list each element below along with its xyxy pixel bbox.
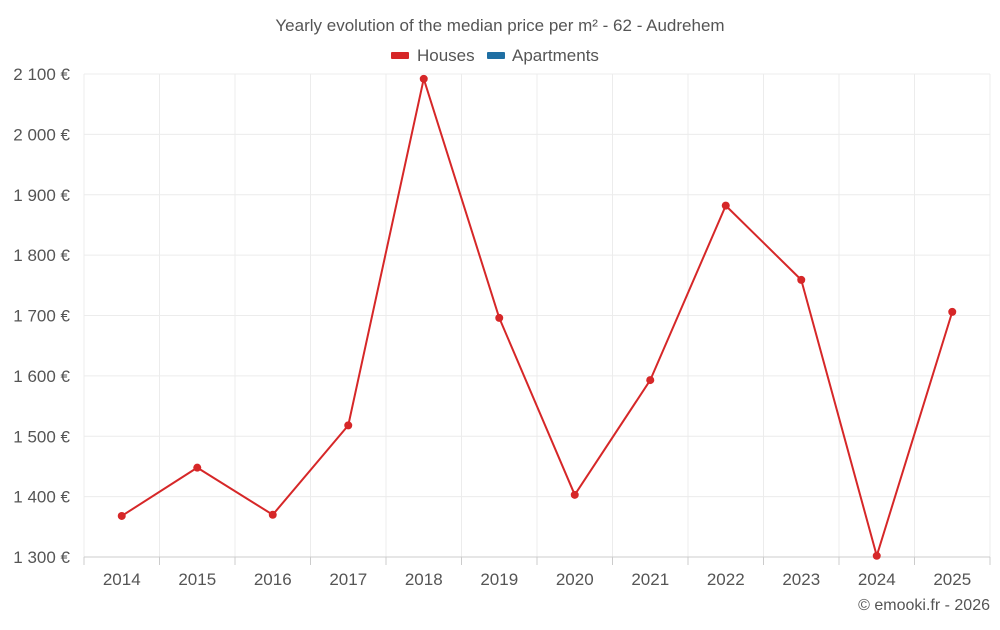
- chart-title: Yearly evolution of the median price per…: [275, 16, 724, 35]
- y-tick-label: 2 000 €: [13, 125, 70, 144]
- data-point-houses-2017[interactable]: [344, 421, 353, 430]
- legend-item-apartments[interactable]: Apartments: [487, 46, 599, 65]
- data-point-houses-2014[interactable]: [117, 511, 126, 520]
- x-tick-label: 2019: [480, 570, 518, 589]
- x-tick-label: 2017: [329, 570, 367, 589]
- x-tick-label: 2025: [933, 570, 971, 589]
- x-tick-label: 2020: [556, 570, 594, 589]
- x-tick-label: 2021: [631, 570, 669, 589]
- y-tick-label: 1 500 €: [13, 427, 70, 446]
- legend-item-houses[interactable]: Houses: [391, 46, 475, 65]
- data-point-houses-2015[interactable]: [193, 463, 202, 472]
- y-tick-label: 1 800 €: [13, 246, 70, 265]
- data-point-houses-2025[interactable]: [948, 307, 957, 316]
- series-layer: [117, 74, 957, 560]
- legend-label-apartments: Apartments: [512, 46, 599, 65]
- y-tick-label: 1 900 €: [13, 186, 70, 205]
- x-tick-label: 2014: [103, 570, 141, 589]
- data-point-houses-2018[interactable]: [419, 74, 428, 83]
- data-point-houses-2016[interactable]: [268, 510, 277, 519]
- legend-label-houses: Houses: [417, 46, 475, 65]
- data-point-houses-2020[interactable]: [570, 490, 579, 499]
- data-point-houses-2022[interactable]: [721, 201, 730, 210]
- data-point-houses-2023[interactable]: [797, 275, 806, 284]
- y-tick-label: 2 100 €: [13, 65, 70, 84]
- x-gridlines: [83, 74, 991, 557]
- y-tick-label: 1 600 €: [13, 367, 70, 386]
- x-tick-label: 2023: [782, 570, 820, 589]
- y-axis: 1 300 € 1 400 € 1 500 € 1 600 € 1 700 € 1 800…: [13, 65, 70, 567]
- y-tick-label: 1 700 €: [13, 307, 70, 326]
- data-point-houses-2024[interactable]: [872, 551, 881, 560]
- y-tick-label: 1 300 €: [13, 548, 70, 567]
- credit-text: © emooki.fr - 2026: [858, 597, 990, 614]
- series-line-houses: [121, 77, 954, 557]
- y-tick-label: 1 400 €: [13, 488, 70, 507]
- x-tick-label: 2022: [707, 570, 745, 589]
- legend-swatch-houses: [391, 52, 409, 59]
- x-tick-label: 2024: [858, 570, 896, 589]
- x-tick-label: 2016: [254, 570, 292, 589]
- x-tick-label: 2018: [405, 570, 443, 589]
- x-tick-label: 2015: [178, 570, 216, 589]
- legend-swatch-apartments: [487, 52, 505, 59]
- data-point-houses-2019[interactable]: [495, 313, 504, 322]
- data-point-houses-2021[interactable]: [646, 376, 655, 385]
- x-axis: 2014 2015 2016 2017 2018 2019 2020 2021 2022 2023…: [83, 556, 991, 589]
- legend: Houses Apartments: [391, 46, 599, 65]
